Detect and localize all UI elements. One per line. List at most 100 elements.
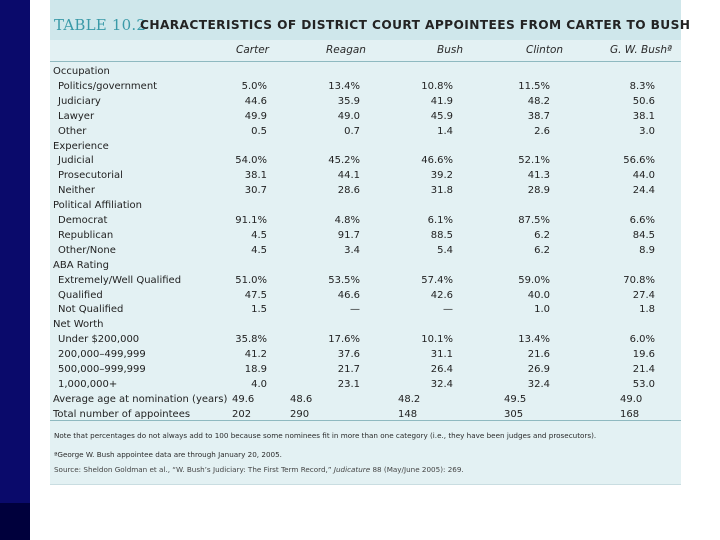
- column-header-bush: Bush: [437, 44, 463, 56]
- cell-value: 24.4: [632, 185, 655, 197]
- cell-value: 40.0: [527, 289, 550, 301]
- cell-value: —: [350, 304, 360, 316]
- cell-value: 91.1%: [235, 215, 267, 226]
- cell-value: 1.0: [534, 304, 550, 316]
- cell-value: 51.0%: [235, 274, 267, 286]
- cell-value: 39.2: [430, 170, 453, 182]
- row-label: Total number of appointees: [53, 408, 191, 420]
- table-row: Neither 30.7 28.6 31.8 28.9 24.4: [50, 185, 681, 200]
- cell-value: 49.6: [232, 393, 255, 405]
- row-label: Other: [58, 125, 87, 137]
- cell-value: 26.4: [430, 364, 453, 375]
- cell-value: 47.5: [244, 289, 267, 301]
- cell-value: 44.1: [337, 170, 360, 182]
- table-row: Under $200,000 35.8% 17.6% 10.1% 13.4% 6.0%: [50, 334, 681, 349]
- cell-value: 13.4%: [518, 334, 550, 346]
- row-label: Republican: [58, 229, 114, 241]
- section-heading-row: Experience: [50, 141, 681, 156]
- cell-value: 27.4: [632, 289, 655, 301]
- cell-value: 4.5: [251, 244, 267, 256]
- row-label: Democrat: [58, 215, 108, 226]
- row-label: Neither: [58, 185, 95, 197]
- cell-value: 48.6: [290, 393, 313, 405]
- section-heading-row: Political Affiliation: [50, 200, 681, 215]
- table-row: Politics/government 5.0% 13.4% 10.8% 11.5% 8.…: [50, 81, 681, 96]
- cell-value: 4.0: [251, 378, 267, 390]
- cell-value: 87.5%: [518, 215, 550, 226]
- cell-value: 49.9: [244, 110, 267, 122]
- cell-value: 48.2: [527, 95, 550, 107]
- cell-value: 290: [290, 408, 310, 420]
- cell-value: 31.8: [430, 185, 453, 197]
- table-title: CHARACTERISTICS OF DISTRICT COURT APPOIN…: [140, 18, 691, 32]
- cell-value: 46.6%: [421, 155, 453, 167]
- table-row: Lawyer 49.9 49.0 45.9 38.7 38.1: [50, 111, 681, 126]
- cell-value: 32.4: [527, 378, 550, 390]
- cell-value: 88.5: [430, 229, 453, 241]
- cell-value: 28.9: [527, 185, 550, 197]
- cell-value: 38.1: [244, 170, 267, 182]
- cell-value: 2.6: [534, 125, 550, 137]
- cell-value: 45.9: [430, 110, 453, 122]
- cell-value: 6.2: [534, 229, 550, 241]
- cell-value: 46.6: [337, 289, 360, 301]
- table-row: 1,000,000+ 4.0 23.1 32.4 32.4 53.0: [50, 379, 681, 394]
- cell-value: 13.4%: [328, 80, 360, 92]
- cell-value: 44.6: [244, 95, 267, 107]
- cell-value: 57.4%: [421, 274, 453, 286]
- cell-value: 42.6: [430, 289, 453, 301]
- cell-value: 17.6%: [328, 334, 360, 346]
- table-row: Democrat 91.1% 4.8% 6.1% 87.5% 6.6%: [50, 215, 681, 230]
- cell-value: 8.3%: [629, 80, 655, 92]
- row-label: 500,000–999,999: [58, 364, 146, 375]
- table-row: Total number of appointees 202 290 148 305 16…: [50, 409, 681, 424]
- row-label: Qualified: [58, 289, 103, 301]
- cell-value: 37.6: [337, 349, 360, 361]
- cell-value: 30.7: [244, 185, 267, 197]
- table-row: 500,000–999,999 18.9 21.7 26.4 26.9 21.4: [50, 364, 681, 379]
- cell-value: 21.7: [337, 364, 360, 375]
- cell-value: 54.0%: [235, 155, 267, 167]
- cell-value: 168: [620, 408, 640, 420]
- row-label: Extremely/Well Qualified: [58, 274, 182, 286]
- cell-value: 5.4: [437, 244, 453, 256]
- section-label: Occupation: [53, 66, 110, 77]
- table-row: Republican 4.5 91.7 88.5 6.2 84.5: [50, 230, 681, 245]
- row-label: Politics/government: [58, 80, 158, 92]
- cell-value: 35.9: [337, 95, 360, 107]
- column-header-clinton: Clinton: [526, 44, 564, 56]
- cell-value: 28.6: [337, 185, 360, 197]
- table-row: Judicial 54.0% 45.2% 46.6% 52.1% 56.6%: [50, 155, 681, 170]
- cell-value: 48.2: [398, 393, 421, 405]
- row-label: Lawyer: [58, 110, 95, 122]
- cell-value: 8.9: [639, 244, 655, 256]
- cell-value: —: [443, 304, 453, 316]
- cell-value: 148: [398, 408, 418, 420]
- cell-value: 49.0: [337, 110, 360, 122]
- cell-value: 41.2: [244, 349, 267, 361]
- table-row: 200,000–499,999 41.2 37.6 31.1 21.6 19.6: [50, 349, 681, 364]
- table-row: Other/None 4.5 3.4 5.4 6.2 8.9: [50, 245, 681, 260]
- row-label: Not Qualified: [58, 304, 124, 316]
- source-prefix: Source: Sheldon Goldman et al., “W. Bush…: [54, 465, 334, 474]
- cell-value: 11.5%: [518, 80, 550, 92]
- slide-left-bar: [0, 0, 30, 540]
- table-title-band: TABLE 10.2 CHARACTERISTICS OF DISTRICT C…: [50, 0, 690, 40]
- cell-value: 26.9: [527, 364, 550, 375]
- cell-value: 305: [504, 408, 524, 420]
- cell-value: 91.7: [337, 229, 360, 241]
- cell-value: 19.6: [632, 349, 655, 361]
- table-number: TABLE 10.2: [54, 16, 147, 34]
- cell-value: 0.7: [344, 125, 360, 137]
- header-divider: [50, 61, 681, 62]
- cell-value: 41.9: [430, 95, 453, 107]
- cell-value: 10.1%: [421, 334, 453, 346]
- cell-value: 3.4: [344, 244, 360, 256]
- cell-value: 52.1%: [518, 155, 550, 167]
- section-label: ABA Rating: [53, 259, 109, 271]
- section-label: Net Worth: [53, 319, 104, 331]
- table-row: Judiciary 44.6 35.9 41.9 48.2 50.6: [50, 96, 681, 111]
- table-panel: TABLE 10.2 CHARACTERISTICS OF DISTRICT C…: [50, 0, 690, 485]
- cell-value: 32.4: [430, 378, 453, 390]
- cell-value: 6.0%: [629, 334, 655, 346]
